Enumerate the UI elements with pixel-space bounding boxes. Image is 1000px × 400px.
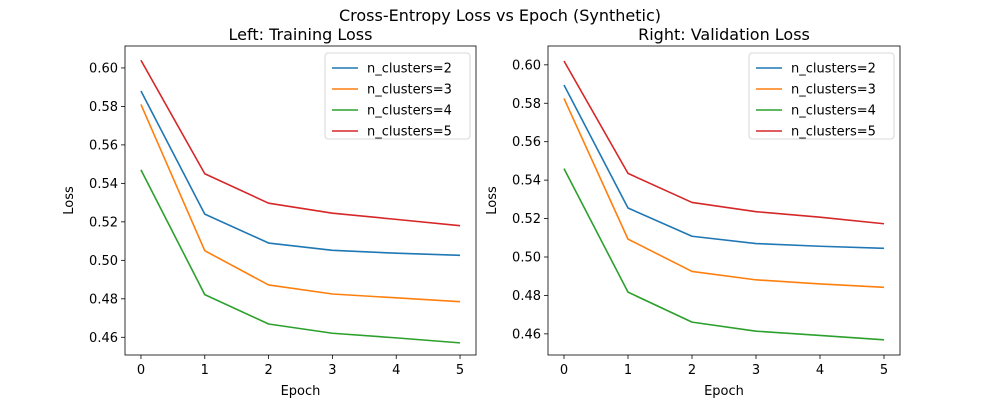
chart-1-legend-label-n-clusters-5: n_clusters=5 xyxy=(791,125,876,140)
chart-1-ytick-label: 0.50 xyxy=(512,250,541,265)
chart-0-series-n-clusters-3 xyxy=(140,104,461,303)
validation-loss-panel: Right: Validation Loss 0 1 2 3 4 5 0.46 0.48 0.50… xyxy=(485,25,901,399)
chart-1-xtick-label: 2 xyxy=(688,363,696,378)
chart-0-xlabel: Epoch xyxy=(281,384,321,399)
chart-0-ytick-label: 0.58 xyxy=(89,100,118,115)
chart-1-xtick-label: 4 xyxy=(816,363,824,378)
chart-1-ytick-label: 0.46 xyxy=(512,327,541,342)
chart-1-legend-label-n-clusters-2: n_clusters=2 xyxy=(791,62,876,77)
chart-0-series-n-clusters-4 xyxy=(140,169,461,344)
chart-0-ytick-label: 0.52 xyxy=(89,215,118,230)
chart-1-title: Right: Validation Loss xyxy=(638,25,810,44)
chart-1-xtick-label: 5 xyxy=(880,363,888,378)
chart-1-ytick-label: 0.58 xyxy=(512,97,541,112)
chart-1-series-n-clusters-2 xyxy=(563,84,885,250)
chart-0-series-n-clusters-5 xyxy=(140,59,461,227)
chart-1-axes-frame xyxy=(547,45,901,356)
chart-0-xtick-label: 3 xyxy=(328,363,336,378)
chart-0-series-n-clusters-2 xyxy=(140,90,461,257)
chart-1-ytick-label: 0.52 xyxy=(512,212,541,227)
figure-suptitle: Cross-Entropy Loss vs Epoch (Synthetic) xyxy=(339,6,661,25)
chart-0-ytick-label: 0.54 xyxy=(89,177,118,192)
chart-0-xtick-label: 1 xyxy=(201,363,209,378)
chart-0-axes-frame xyxy=(124,45,477,356)
chart-0-legend-box xyxy=(324,52,471,140)
chart-0-ytick-label: 0.56 xyxy=(89,138,118,153)
chart-0-ytick-label: 0.46 xyxy=(89,331,118,346)
chart-0-ytick-label: 0.60 xyxy=(89,61,118,76)
chart-1-ytick-label: 0.48 xyxy=(512,289,541,304)
chart-0-legend-label-n-clusters-4: n_clusters=4 xyxy=(367,104,452,119)
chart-1-xtick-label: 1 xyxy=(624,363,632,378)
chart-1-series-n-clusters-4 xyxy=(563,168,885,341)
chart-1-legend-label-n-clusters-4: n_clusters=4 xyxy=(791,104,876,119)
chart-1-legend-box xyxy=(748,52,895,140)
chart-0-ytick-label: 0.48 xyxy=(89,292,118,307)
chart-1-ytick-label: 0.56 xyxy=(512,135,541,150)
chart-0-title: Left: Training Loss xyxy=(229,25,373,44)
chart-1-xtick-label: 0 xyxy=(560,363,568,378)
chart-1-xlabel: Epoch xyxy=(704,384,744,399)
chart-1-xtick-label: 3 xyxy=(752,363,760,378)
chart-1-series-n-clusters-5 xyxy=(563,60,885,225)
chart-0-xtick-label: 4 xyxy=(392,363,400,378)
training-loss-panel: Left: Training Loss 0 1 2 3 4 5 0.46 0.48 0.50 0.5… xyxy=(62,25,477,399)
chart-0-legend-label-n-clusters-2: n_clusters=2 xyxy=(367,62,452,77)
chart-0-legend-label-n-clusters-5: n_clusters=5 xyxy=(367,125,452,140)
chart-0-legend: n_clusters=2 n_clusters=3 n_clusters=4 n_cl… xyxy=(324,52,471,140)
chart-1-series-n-clusters-3 xyxy=(563,98,885,289)
chart-0-xtick-label: 5 xyxy=(456,363,464,378)
chart-0-xtick-label: 2 xyxy=(264,363,272,378)
chart-0-xtick-label: 0 xyxy=(137,363,145,378)
chart-1-ylabel: Loss xyxy=(485,186,500,215)
chart-1-ytick-label: 0.54 xyxy=(512,174,541,189)
chart-1-legend: n_clusters=2 n_clusters=3 n_clusters=4 n_cl… xyxy=(748,52,895,140)
chart-0-ylabel: Loss xyxy=(62,186,77,215)
chart-1-ytick-label: 0.60 xyxy=(512,58,541,73)
chart-1-legend-label-n-clusters-3: n_clusters=3 xyxy=(791,83,876,98)
chart-0-ytick-label: 0.50 xyxy=(89,254,118,269)
chart-0-legend-label-n-clusters-3: n_clusters=3 xyxy=(367,83,452,98)
